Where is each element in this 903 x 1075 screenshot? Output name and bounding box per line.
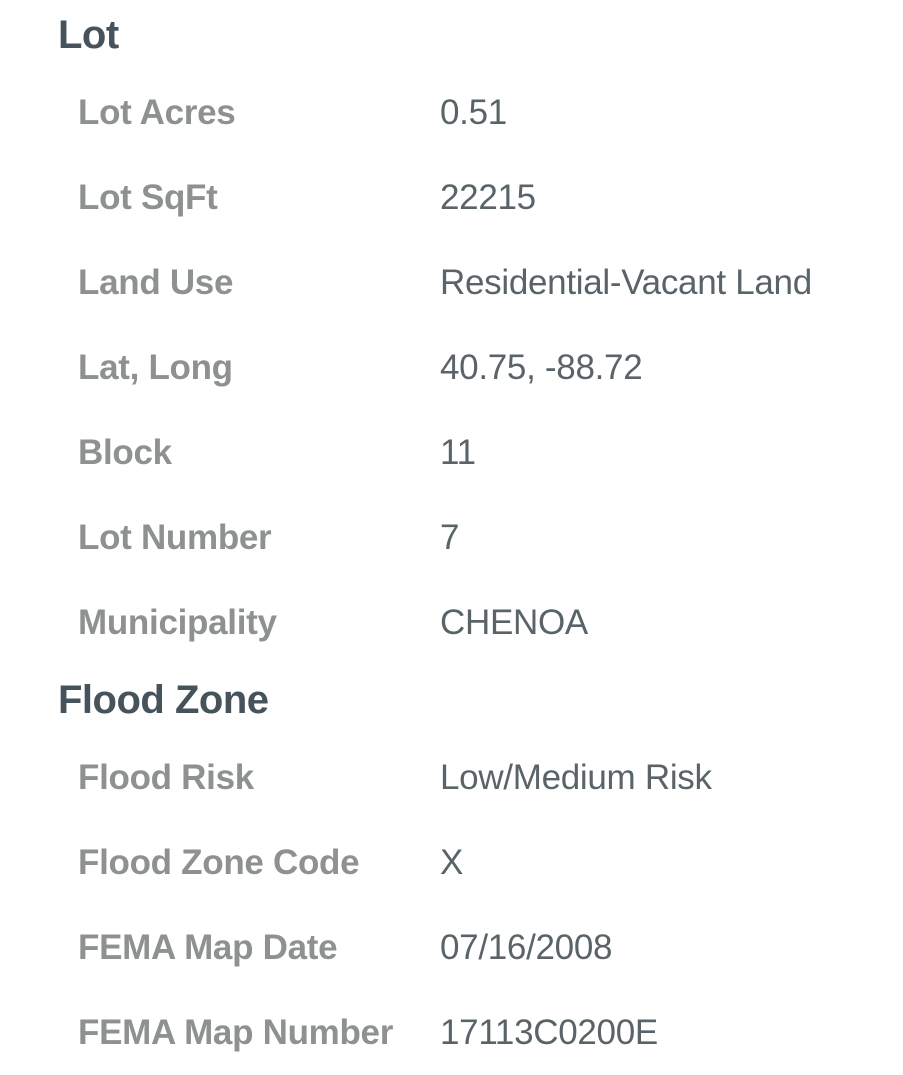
fact-label-lot-sqft: Lot SqFt [78, 177, 218, 217]
fact-value-fema-map-number: 17113C0200E [440, 1012, 658, 1052]
fact-label-block: Block [78, 432, 172, 472]
fact-label-municipality: Municipality [78, 602, 277, 642]
fact-value-lot-sqft: 22215 [440, 177, 536, 217]
fact-value-municipality: CHENOA [440, 602, 588, 642]
fact-row-land-use: Land Use Residential-Vacant Land [0, 240, 903, 325]
fact-label-lat-long: Lat, Long [78, 347, 233, 387]
fact-label-land-use: Land Use [78, 262, 234, 302]
fact-row-block: Block 11 [0, 410, 903, 495]
fact-row-flood-zone-code: Flood Zone Code X [0, 820, 903, 905]
fact-label-lot-acres: Lot Acres [78, 92, 236, 132]
fact-row-municipality: Municipality CHENOA [0, 580, 903, 665]
fact-value-lat-long: 40.75, -88.72 [440, 347, 643, 387]
fact-label-fema-map-number: FEMA Map Number [78, 1012, 394, 1052]
fact-row-lot-number: Lot Number 7 [0, 495, 903, 580]
fact-value-lot-number: 7 [440, 517, 460, 557]
fact-value-block: 11 [440, 432, 476, 472]
fact-label-flood-risk: Flood Risk [78, 757, 254, 797]
section-flood-zone: Flood Zone Flood Risk Low/Medium Risk Fl… [0, 665, 903, 1075]
fact-value-land-use: Residential-Vacant Land [440, 262, 812, 302]
fact-row-lot-sqft: Lot SqFt 22215 [0, 155, 903, 240]
fact-row-flood-risk: Flood Risk Low/Medium Risk [0, 735, 903, 820]
fact-value-flood-risk: Low/Medium Risk [440, 757, 712, 797]
fact-row-lat-long: Lat, Long 40.75, -88.72 [0, 325, 903, 410]
fact-value-lot-acres: 0.51 [440, 92, 507, 132]
fact-row-fema-map-number: FEMA Map Number 17113C0200E [0, 990, 903, 1075]
fact-value-flood-zone-code: X [440, 842, 464, 882]
fact-label-lot-number: Lot Number [78, 517, 272, 557]
section-lot: Lot Lot Acres 0.51 Lot SqFt 22215 Land U… [0, 12, 903, 665]
fact-label-fema-map-date: FEMA Map Date [78, 927, 338, 967]
section-title-flood-zone: Flood Zone [58, 677, 269, 722]
fact-row-fema-map-date: FEMA Map Date 07/16/2008 [0, 905, 903, 990]
fact-label-flood-zone-code: Flood Zone Code [78, 842, 360, 882]
fact-value-fema-map-date: 07/16/2008 [440, 927, 613, 967]
section-title-lot: Lot [58, 12, 119, 57]
fact-row-lot-acres: Lot Acres 0.51 [0, 70, 903, 155]
